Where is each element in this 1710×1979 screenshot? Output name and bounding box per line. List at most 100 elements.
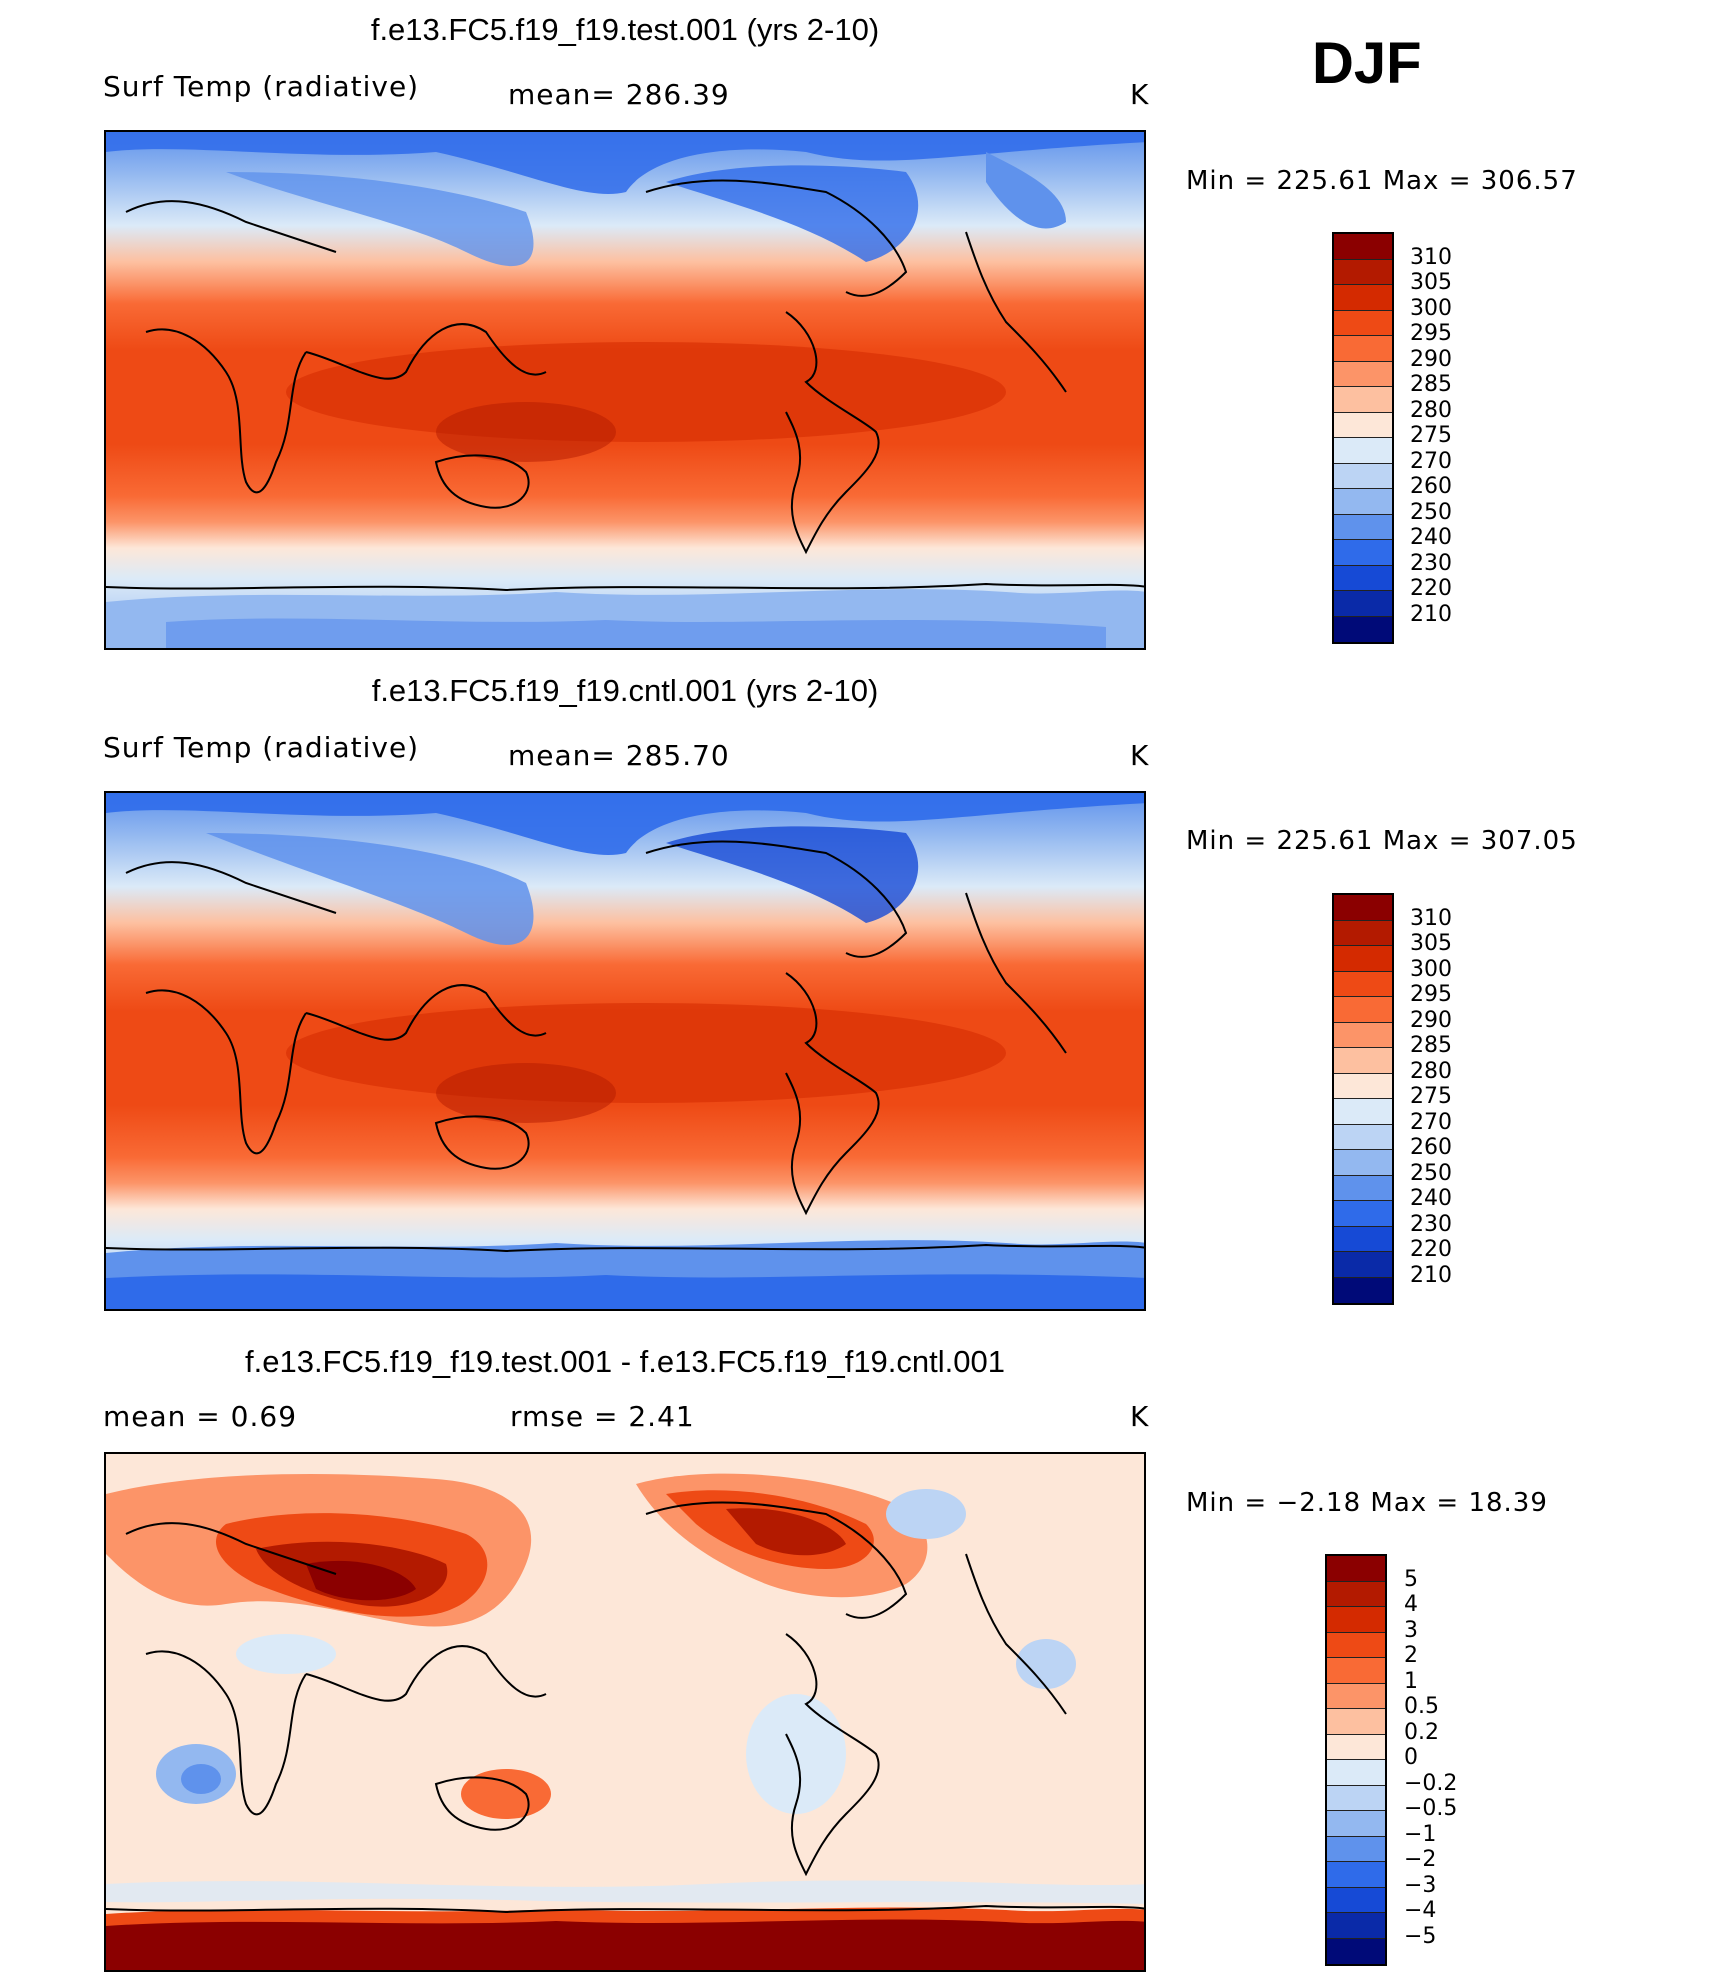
panel1-units: K xyxy=(1130,78,1150,111)
colorbar-tick-label: 285 xyxy=(1410,372,1452,397)
colorbar-tick-label: 250 xyxy=(1410,1160,1452,1186)
panel2-minmax: Min = 225.61 Max = 307.05 xyxy=(1186,826,1578,856)
colorbar-swatch xyxy=(1334,540,1392,566)
colorbar-swatch xyxy=(1327,1887,1385,1913)
colorbar-tick-label: −5 xyxy=(1404,1923,1437,1949)
colorbar-tick-label: 250 xyxy=(1410,499,1452,525)
colorbar-swatch xyxy=(1334,1201,1392,1227)
colorbar-tick-label: −2 xyxy=(1404,1847,1437,1872)
colorbar-swatch xyxy=(1334,489,1392,515)
colorbar-tick-label: 0.5 xyxy=(1404,1694,1439,1719)
colorbar-tick-label: 270 xyxy=(1410,1109,1452,1135)
colorbar-swatch xyxy=(1334,1277,1392,1303)
colorbar-swatch xyxy=(1334,259,1392,285)
colorbar-swatch xyxy=(1334,1124,1392,1150)
colorbar-swatch xyxy=(1327,1913,1385,1939)
colorbar-swatch xyxy=(1334,234,1392,260)
colorbar-tick-label: −0.2 xyxy=(1404,1770,1458,1796)
panel3-colorbar xyxy=(1325,1554,1387,1966)
colorbar-swatch xyxy=(1334,463,1392,489)
panel3-rmse: rmse = 2.41 xyxy=(510,1400,695,1433)
colorbar-swatch xyxy=(1327,1556,1385,1582)
panel2-mean: mean= 285.70 xyxy=(508,739,730,772)
colorbar-swatch xyxy=(1334,1073,1392,1099)
colorbar-tick-label: 305 xyxy=(1410,270,1452,295)
panel3-minmax: Min = −2.18 Max = 18.39 xyxy=(1186,1488,1548,1518)
colorbar-tick-label: 220 xyxy=(1410,1237,1452,1262)
colorbar-tick-label: 0.2 xyxy=(1404,1719,1439,1745)
colorbar-swatch xyxy=(1327,1836,1385,1862)
colorbar-tick-label: 280 xyxy=(1410,1058,1452,1084)
panel3-title: f.e13.FC5.f19_f19.test.001 - f.e13.FC5.f… xyxy=(245,1344,1005,1379)
colorbar-tick-label: 230 xyxy=(1410,550,1452,576)
colorbar-swatch xyxy=(1334,616,1392,642)
colorbar-swatch xyxy=(1334,1099,1392,1125)
panel1-title: f.e13.FC5.f19_f19.test.001 (yrs 2-10) xyxy=(370,12,880,47)
colorbar-tick-label: −4 xyxy=(1404,1898,1437,1923)
colorbar-tick-label: 270 xyxy=(1410,448,1452,474)
panel1-map xyxy=(104,130,1146,650)
colorbar-tick-label: −1 xyxy=(1404,1821,1437,1847)
panel2-title: f.e13.FC5.f19_f19.cntl.001 (yrs 2-10) xyxy=(371,673,879,708)
colorbar-tick-label: 230 xyxy=(1410,1211,1452,1237)
colorbar-tick-label: 305 xyxy=(1410,931,1452,956)
colorbar-tick-label: 3 xyxy=(1404,1617,1418,1643)
colorbar-tick-label: 300 xyxy=(1410,295,1452,321)
panel2-units: K xyxy=(1130,739,1150,772)
colorbar-tick-label: 295 xyxy=(1410,982,1452,1007)
colorbar-tick-label: −0.5 xyxy=(1404,1796,1458,1821)
colorbar-swatch xyxy=(1327,1785,1385,1811)
colorbar-swatch xyxy=(1327,1607,1385,1633)
colorbar-tick-label: 310 xyxy=(1410,905,1452,931)
panel1-colorbar xyxy=(1332,232,1394,644)
colorbar-tick-label: 240 xyxy=(1410,525,1452,550)
colorbar-swatch xyxy=(1327,1760,1385,1786)
colorbar-swatch xyxy=(1327,1811,1385,1837)
panel2-map xyxy=(104,791,1146,1311)
colorbar-tick-label: 260 xyxy=(1410,474,1452,499)
colorbar-tick-label: 1 xyxy=(1404,1668,1418,1694)
colorbar-tick-label: 275 xyxy=(1410,1084,1452,1109)
colorbar-tick-label: 4 xyxy=(1404,1592,1418,1617)
panel3-map xyxy=(104,1452,1146,1972)
colorbar-swatch xyxy=(1334,946,1392,972)
colorbar-swatch xyxy=(1327,1862,1385,1888)
colorbar-tick-label: 210 xyxy=(1410,601,1452,627)
colorbar-tick-label: 290 xyxy=(1410,346,1452,372)
colorbar-tick-label: 300 xyxy=(1410,956,1452,982)
colorbar-swatch xyxy=(1334,591,1392,617)
colorbar-tick-label: 295 xyxy=(1410,321,1452,346)
colorbar-swatch xyxy=(1327,1658,1385,1684)
colorbar-swatch xyxy=(1327,1632,1385,1658)
colorbar-swatch xyxy=(1327,1709,1385,1735)
colorbar-swatch xyxy=(1334,1150,1392,1176)
colorbar-tick-label: 275 xyxy=(1410,423,1452,448)
colorbar-swatch xyxy=(1334,971,1392,997)
colorbar-swatch xyxy=(1334,565,1392,591)
season-label: DJF xyxy=(1312,31,1422,96)
colorbar-tick-label: 280 xyxy=(1410,397,1452,423)
colorbar-swatch xyxy=(1327,1938,1385,1964)
panel3-units: K xyxy=(1130,1400,1150,1433)
panel2-variable: Surf Temp (radiative) xyxy=(103,731,420,764)
colorbar-tick-label: 240 xyxy=(1410,1186,1452,1211)
colorbar-swatch xyxy=(1334,1048,1392,1074)
colorbar-swatch xyxy=(1334,997,1392,1023)
panel1-mean: mean= 286.39 xyxy=(508,78,730,111)
colorbar-tick-label: 290 xyxy=(1410,1007,1452,1033)
colorbar-swatch xyxy=(1334,1022,1392,1048)
colorbar-swatch xyxy=(1334,1252,1392,1278)
colorbar-swatch xyxy=(1334,1175,1392,1201)
colorbar-swatch xyxy=(1334,920,1392,946)
colorbar-tick-label: 5 xyxy=(1404,1566,1418,1592)
colorbar-swatch xyxy=(1334,310,1392,336)
colorbar-tick-label: 260 xyxy=(1410,1135,1452,1160)
colorbar-tick-label: 0 xyxy=(1404,1745,1418,1770)
colorbar-tick-label: −3 xyxy=(1404,1872,1437,1898)
colorbar-swatch xyxy=(1334,438,1392,464)
colorbar-swatch xyxy=(1334,1226,1392,1252)
colorbar-swatch xyxy=(1334,285,1392,311)
colorbar-tick-label: 285 xyxy=(1410,1033,1452,1058)
colorbar-tick-label: 220 xyxy=(1410,576,1452,601)
colorbar-tick-label: 210 xyxy=(1410,1262,1452,1288)
